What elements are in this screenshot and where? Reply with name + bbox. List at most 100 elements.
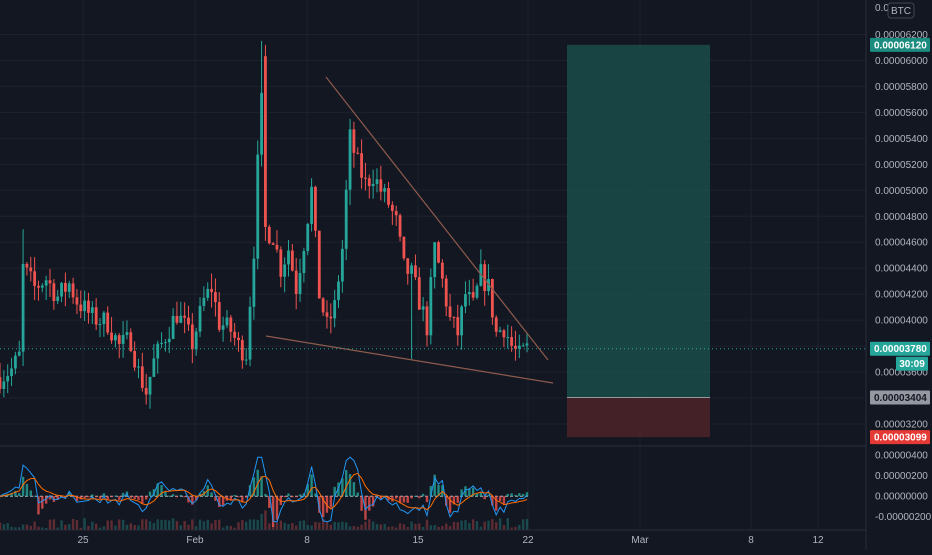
- volume-bar: [160, 519, 163, 530]
- candle-body: [63, 282, 67, 292]
- osc-histogram-bar: [298, 494, 302, 497]
- price-axis[interactable]: 0.00006200 0.00006000 0.00005800 0.00005600…: [865, 0, 932, 550]
- candle-body: [29, 267, 33, 272]
- candle-body: [175, 315, 179, 323]
- candle-body: [452, 317, 456, 319]
- time-axis[interactable]: 25 Feb 8 15 22 Mar 8 12: [0, 529, 866, 546]
- volume-bar: [306, 525, 309, 530]
- osc-histogram-bar: [133, 496, 136, 499]
- candle-body: [144, 387, 148, 395]
- osc-histogram-bar: [248, 485, 252, 497]
- candle-body: [106, 312, 110, 333]
- stop-price-badge-box: [870, 430, 930, 445]
- candle-body: [194, 331, 198, 350]
- volume-bar: [218, 519, 221, 530]
- volume-bar: [21, 524, 25, 530]
- osc-histogram-bar: [348, 474, 352, 497]
- candle-body: [314, 186, 317, 231]
- volume-bar: [498, 518, 502, 530]
- signal-line: [0, 472, 528, 511]
- volume-bar: [345, 522, 348, 530]
- osc-histogram-bar: [160, 485, 163, 497]
- candle-body: [87, 300, 90, 313]
- volume-bar: [341, 521, 344, 530]
- volume-bar: [310, 525, 313, 530]
- volume-bar: [148, 521, 152, 530]
- osc-histogram-bar: [10, 492, 13, 497]
- volume-bar: [60, 520, 63, 530]
- osc-histogram-bar: [421, 493, 425, 497]
- candle-body: [17, 351, 21, 356]
- volume-bar: [114, 525, 117, 530]
- volume-bar: [387, 526, 390, 530]
- candle-body: [379, 179, 383, 192]
- osc-histogram-bar: [183, 496, 186, 498]
- candle-body: [164, 342, 167, 344]
- candle-body: [310, 186, 313, 224]
- volume-bar: [329, 524, 333, 530]
- candle-body: [294, 270, 298, 294]
- candle-body: [114, 335, 117, 341]
- time-tick-label: 25: [77, 535, 89, 546]
- candle-body: [525, 343, 529, 346]
- entry-price-badge-box: [870, 390, 930, 405]
- osc-histogram-bar: [91, 494, 94, 497]
- osc-histogram-bar: [379, 496, 383, 500]
- osc-histogram-bar: [441, 485, 444, 497]
- volume-bar: [125, 524, 129, 530]
- candle-body: [225, 317, 229, 326]
- osc-histogram-bar: [148, 491, 152, 497]
- volume-bar: [502, 525, 506, 530]
- volume-bar: [429, 525, 433, 530]
- candle-body: [167, 338, 171, 343]
- osc-histogram-bar: [44, 496, 48, 504]
- volume-bar: [225, 525, 229, 530]
- candle-body: [390, 204, 394, 211]
- candle-body: [275, 244, 279, 250]
- candle-body: [0, 377, 2, 389]
- osc-histogram-bar: [294, 496, 298, 498]
- time-tick-label: 12: [812, 535, 824, 546]
- volume-bar: [445, 523, 448, 530]
- macd-line: [0, 456, 528, 523]
- candle-body: [279, 249, 283, 277]
- candle-body: [133, 351, 137, 368]
- osc-histogram-bar: [356, 492, 359, 497]
- osc-histogram-bar: [271, 496, 275, 527]
- osc-histogram-bar: [333, 486, 336, 497]
- osc-histogram-bar: [68, 492, 71, 497]
- osc-histogram-bar: [25, 483, 29, 497]
- trendlines[interactable]: [265, 76, 554, 384]
- osc-histogram-bar: [264, 493, 267, 497]
- volume-bar: [18, 527, 21, 530]
- candle-body: [437, 242, 440, 263]
- price-tick-label: 0.00005200: [875, 160, 928, 171]
- position-tool[interactable]: [567, 44, 710, 438]
- candle-body: [352, 129, 356, 153]
- candle-body: [83, 300, 87, 312]
- osc-histogram-bar: [483, 496, 486, 500]
- osc-histogram-bar: [452, 496, 456, 505]
- osc-histogram-bar: [368, 496, 371, 511]
- candle-body: [302, 251, 306, 274]
- candle-body: [364, 177, 367, 179]
- candle-body: [429, 277, 433, 336]
- candle-body: [260, 92, 263, 155]
- osc-histogram-bar: [106, 496, 109, 500]
- candle-body: [183, 315, 187, 318]
- osc-histogram-bar: [495, 496, 498, 511]
- volume-bar: [302, 520, 306, 530]
- volume-bar: [456, 522, 459, 530]
- candle-body: [417, 277, 421, 310]
- time-tick-label: 8: [304, 535, 310, 546]
- osc-histogram-bar: [310, 474, 313, 497]
- candle-body: [156, 343, 160, 359]
- volume-bar: [279, 520, 283, 530]
- osc-histogram-bar: [260, 476, 263, 497]
- candle-body: [21, 263, 25, 352]
- volume-bar: [452, 521, 456, 530]
- osc-histogram-bar: [221, 496, 225, 506]
- osc-histogram-bar: [329, 496, 333, 508]
